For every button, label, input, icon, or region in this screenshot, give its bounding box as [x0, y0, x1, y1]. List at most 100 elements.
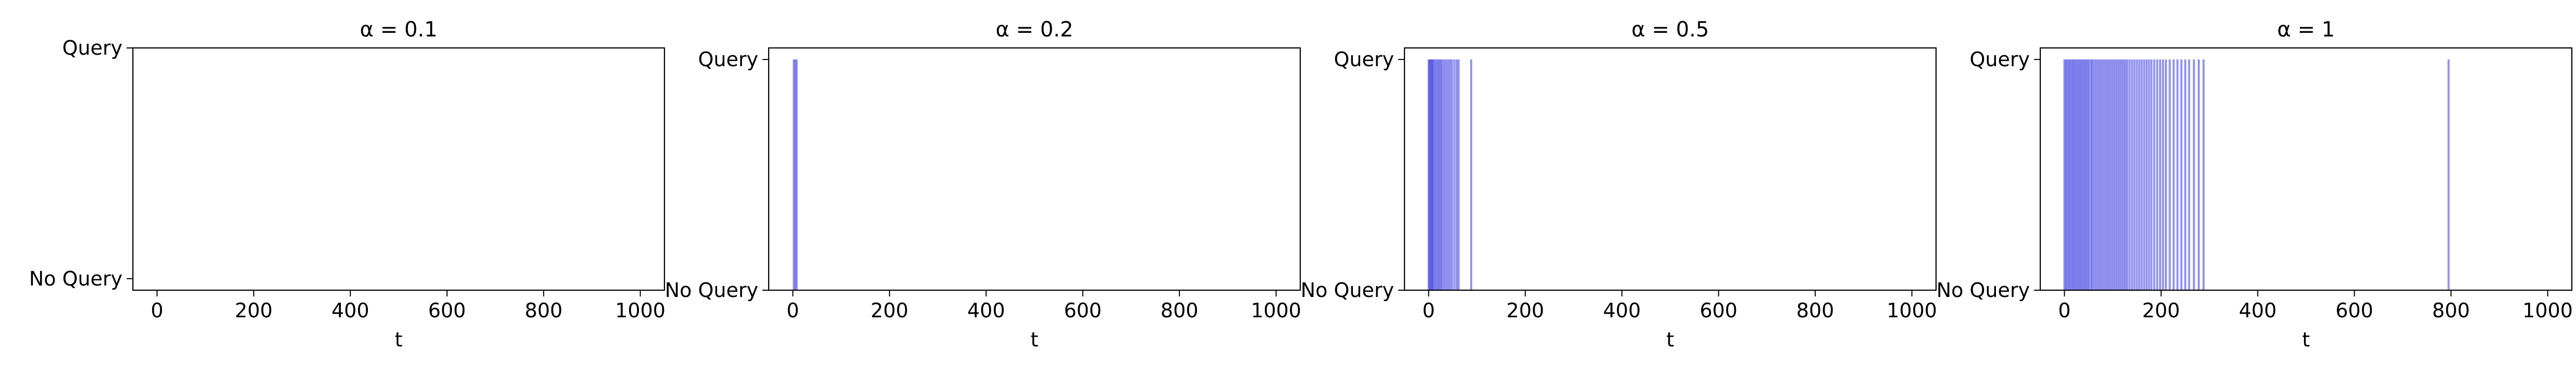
query-bar-18 — [1456, 59, 1458, 290]
x-tick-label: 1000 — [1251, 299, 1301, 322]
query-bars — [2063, 59, 2450, 290]
x-ticks: 0 200 400 600 800 1000 — [1422, 290, 1937, 322]
query-bar-47 — [2150, 59, 2153, 290]
x-tick-label: 0 — [2058, 299, 2070, 322]
query-bar-16 — [1450, 59, 1453, 290]
query-bar-5 — [2070, 59, 2073, 290]
query-bar-12 — [1443, 59, 1445, 290]
query-bar-18 — [2090, 59, 2092, 290]
query-bar-28 — [2109, 59, 2111, 290]
query-bar-43 — [2140, 59, 2143, 290]
query-bar-14 — [2084, 59, 2086, 290]
query-bar-30 — [2112, 59, 2115, 290]
query-bar-3 — [2067, 59, 2070, 290]
x-tick-label: 800 — [1796, 299, 1834, 322]
query-bar-33 — [2118, 59, 2121, 290]
query-bar-1 — [794, 59, 796, 290]
y-tick-label: No Query — [1937, 279, 2030, 302]
query-bar-1 — [2065, 59, 2067, 290]
query-bar-11 — [1441, 59, 1444, 290]
x-tick-label: 400 — [967, 299, 1005, 322]
y-tick-label: Query — [1334, 48, 1394, 71]
subplot-title: α = 0.2 — [996, 18, 1074, 42]
x-ticks: 0 200 400 600 800 1000 — [2058, 290, 2573, 322]
query-bar-15 — [2085, 59, 2088, 290]
query-bar-21 — [2095, 59, 2098, 290]
query-bars — [1427, 59, 1472, 290]
query-bar-53 — [2168, 59, 2171, 290]
x-tick-label: 400 — [2239, 299, 2277, 322]
query-bar-13 — [2082, 59, 2085, 290]
query-bar-6 — [1434, 59, 1436, 290]
query-bar-61 — [2202, 59, 2205, 290]
query-bar-42 — [2138, 59, 2141, 290]
x-tick-label: 1000 — [615, 299, 665, 322]
x-tick-label: 600 — [428, 299, 466, 322]
query-bar-51 — [2162, 59, 2164, 290]
query-bar-35 — [2122, 59, 2125, 290]
x-axis-label: t — [1031, 328, 1039, 351]
query-bar-19 — [1457, 59, 1460, 290]
query-bar-58 — [2188, 59, 2190, 290]
x-tick-label: 200 — [2142, 299, 2180, 322]
x-tick-label: 400 — [1603, 299, 1641, 322]
y-tick-label: No Query — [29, 267, 122, 290]
x-tick-label: 800 — [1161, 299, 1199, 322]
query-bar-46 — [2148, 59, 2150, 290]
y-ticks: No Query Query — [665, 48, 769, 302]
query-bar-44 — [2143, 59, 2146, 290]
query-bar-20 — [2093, 59, 2096, 290]
query-bar-52 — [2165, 59, 2167, 290]
x-tick-label: 800 — [2432, 299, 2470, 322]
x-tick-label: 1000 — [1887, 299, 1937, 322]
y-ticks: No Query Query — [1301, 48, 1404, 302]
subplot-1: α = 0.1 0 200 400 600 800 1000 t No Query Query — [29, 18, 665, 351]
query-bar-31 — [2114, 59, 2117, 290]
query-bar-50 — [2159, 59, 2161, 290]
query-bar-19 — [2091, 59, 2094, 290]
x-tick-label: 200 — [1507, 299, 1545, 322]
x-tick-label: 200 — [871, 299, 909, 322]
query-bar-37 — [2126, 59, 2128, 290]
query-bar-23 — [2099, 59, 2101, 290]
x-tick-label: 400 — [331, 299, 369, 322]
x-tick-label: 600 — [2335, 299, 2373, 322]
x-tick-label: 600 — [1699, 299, 1737, 322]
query-bar-10 — [1439, 59, 1442, 290]
query-bar-45 — [2146, 59, 2148, 290]
query-bar-9 — [2076, 59, 2079, 290]
query-bar-29 — [2111, 59, 2113, 290]
y-ticks: No Query Query — [1937, 48, 2040, 302]
axes-frame — [1403, 47, 1937, 291]
query-bar-24 — [2101, 59, 2103, 290]
query-bar-11 — [2079, 59, 2081, 290]
query-bar-0 — [793, 59, 795, 290]
query-bar-57 — [2184, 59, 2187, 290]
query-bar-54 — [2172, 59, 2175, 290]
query-bar-4 — [2069, 59, 2072, 290]
x-tick-label: 0 — [151, 299, 163, 322]
query-bar-5 — [1432, 59, 1435, 290]
query-bar-9 — [1438, 59, 1440, 290]
x-tick-label: 0 — [786, 299, 799, 322]
y-tick-label: No Query — [665, 279, 758, 302]
subplot-title: α = 0.1 — [360, 18, 438, 42]
query-bar-36 — [2124, 59, 2127, 290]
y-tick-label: Query — [698, 48, 758, 71]
query-bar-10 — [2078, 59, 2080, 290]
query-bar-0 — [2063, 59, 2066, 290]
query-bar-7 — [1435, 59, 1438, 290]
x-tick-label: 1000 — [2522, 299, 2573, 322]
x-tick-label: 800 — [525, 299, 563, 322]
query-bar-49 — [2156, 59, 2159, 290]
query-bar-38 — [2128, 59, 2131, 290]
x-axis-label: t — [395, 328, 403, 351]
query-bar-56 — [2180, 59, 2183, 290]
query-bar-12 — [2080, 59, 2083, 290]
query-bar-55 — [2176, 59, 2179, 290]
query-bar-2 — [795, 59, 798, 290]
query-bar-60 — [2198, 59, 2200, 290]
query-bar-62 — [2447, 59, 2450, 290]
query-bar-16 — [2086, 59, 2089, 290]
